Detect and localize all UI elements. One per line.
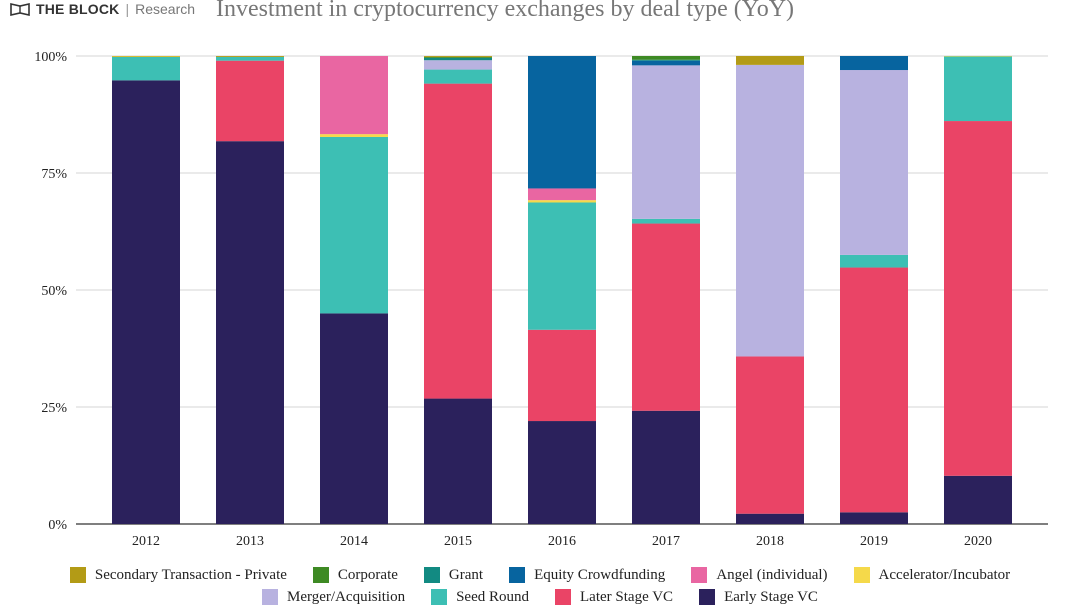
bar-segment-angel-individual — [528, 188, 596, 201]
bar-segment-corporate — [632, 56, 700, 60]
legend-item-secondary-transaction-private: Secondary Transaction - Private — [69, 566, 287, 584]
x-tick-label: 2017 — [652, 534, 680, 549]
legend-swatch — [509, 567, 526, 583]
bar-segment-corporate — [424, 56, 492, 58]
legend-swatch — [312, 567, 329, 583]
bar-segment-seed-round — [944, 56, 1012, 122]
bar-segment-equity-crowdfunding — [840, 56, 908, 71]
legend-swatch — [431, 589, 448, 605]
bar-segment-accelerator-incubator — [112, 56, 180, 57]
bar-segment-later-stage-vc — [736, 356, 804, 514]
bar-segment-seed-round — [320, 136, 388, 314]
legend-item-later-stage-vc: Later Stage VC — [555, 589, 673, 606]
legend-item-seed-round: Seed Round — [431, 589, 529, 606]
brand-header: THE BLOCK | Research — [10, 0, 195, 18]
bar-segment-merger-acquisition — [632, 65, 700, 219]
bar-segment-later-stage-vc — [528, 329, 596, 422]
legend-label: Grant — [448, 566, 484, 583]
bar-segment-early-stage-vc — [320, 313, 388, 524]
x-tick-label: 2020 — [964, 534, 992, 549]
bar-segment-grant — [632, 59, 700, 61]
bar-segment-seed-round — [112, 56, 180, 81]
bar-segment-merger-acquisition — [840, 70, 908, 255]
bar-segment-seed-round — [840, 254, 908, 268]
legend-item-early-stage-vc: Early Stage VC — [699, 589, 818, 606]
y-tick-label: 50% — [41, 284, 67, 299]
legend-item-merger-acquisition: Merger/Acquisition — [262, 589, 405, 606]
x-tick-label: 2014 — [340, 534, 368, 549]
y-tick-label: 100% — [34, 50, 67, 65]
bar-segment-early-stage-vc — [840, 512, 908, 524]
legend-label: Angel (individual) — [716, 566, 828, 583]
legend-item-corporate: Corporate — [312, 566, 398, 584]
x-tick-label: 2015 — [444, 534, 472, 549]
bar-segment-seed-round — [216, 56, 284, 61]
bar-segment-accelerator-incubator — [528, 200, 596, 203]
x-tick-label: 2012 — [132, 534, 160, 549]
legend-item-grant: Grant — [423, 566, 484, 584]
y-tick-label: 0% — [48, 518, 67, 533]
legend-label: Merger/Acquisition — [287, 588, 406, 605]
x-tick-label: 2013 — [236, 534, 264, 549]
bar-segment-early-stage-vc — [216, 141, 284, 524]
x-tick-label: 2018 — [756, 534, 784, 549]
bar-segment-later-stage-vc — [840, 267, 908, 513]
legend-label: Seed Round — [456, 588, 530, 605]
bar-segment-seed-round — [632, 218, 700, 224]
legend-item-accelerator-incubator: Accelerator/Incubator — [853, 566, 1011, 584]
bar-segment-early-stage-vc — [424, 398, 492, 524]
bar-segment-equity-crowdfunding — [528, 56, 596, 189]
legend-label: Early Stage VC — [724, 588, 818, 605]
stacked-bar-chart: 0% 25% 50% 75% 100% 2012 2013 2014 2015 2016 2017 2… — [34, 50, 1048, 549]
y-tick-label: 75% — [41, 167, 67, 182]
bar-segment-seed-round — [528, 202, 596, 330]
bar-segment-accelerator-incubator — [944, 56, 1012, 57]
bar-segment-secondary-transaction-private — [424, 56, 492, 57]
brand-name: THE BLOCK — [36, 1, 120, 17]
legend-swatch — [262, 589, 279, 605]
x-tick-label: 2016 — [548, 534, 576, 549]
brand-sub: Research — [135, 1, 196, 17]
legend-row-2: Merger/Acquisition Seed Round Later Stage … — [0, 586, 1080, 608]
legend-swatch — [555, 589, 572, 605]
bar-segment-early-stage-vc — [944, 475, 1012, 524]
bar-segment-later-stage-vc — [424, 83, 492, 399]
y-tick-label: 25% — [41, 401, 67, 416]
brand-separator: | — [125, 1, 130, 17]
legend-label: Secondary Transaction - Private — [94, 566, 287, 583]
legend-row-1: Secondary Transaction - Private Corporate… — [0, 564, 1080, 586]
legend-swatch — [853, 567, 870, 583]
legend-label: Accelerator/Incubator — [878, 566, 1011, 583]
bar-segment-equity-crowdfunding — [632, 60, 700, 66]
book-logo-icon — [10, 3, 30, 16]
bar-segment-early-stage-vc — [112, 80, 180, 524]
legend-label: Corporate — [337, 566, 398, 583]
x-tick-label: 2019 — [860, 534, 888, 549]
legend-swatch — [69, 567, 86, 583]
legend-swatch — [699, 589, 716, 605]
bar-segment-secondary-transaction-private — [736, 56, 804, 65]
bar-segment-later-stage-vc — [632, 223, 700, 411]
legend-item-equity-crowdfunding: Equity Crowdfunding — [509, 567, 665, 584]
bar-segment-later-stage-vc — [216, 60, 284, 142]
bar-segment-seed-round — [424, 69, 492, 84]
bar-segment-early-stage-vc — [528, 421, 596, 524]
bar-segment-grant — [424, 57, 492, 61]
bar-segment-early-stage-vc — [736, 513, 804, 524]
legend-label: Equity Crowdfunding — [534, 566, 666, 583]
legend-label: Later Stage VC — [580, 588, 674, 605]
bar-segment-secondary-transaction-private — [216, 56, 284, 57]
chart-title: Investment in cryptocurrency exchanges b… — [216, 0, 795, 22]
bar-segment-later-stage-vc — [944, 121, 1012, 476]
bar-segment-merger-acquisition — [424, 60, 492, 70]
bar-segment-merger-acquisition — [736, 64, 804, 357]
bar-segment-angel-individual — [320, 56, 388, 135]
bar-segment-secondary-transaction-private — [112, 56, 180, 57]
bar-segment-early-stage-vc — [632, 410, 700, 524]
chart-legend: Secondary Transaction - Private Corporate… — [0, 564, 1080, 608]
legend-swatch — [691, 567, 708, 583]
legend-swatch — [423, 567, 440, 583]
bar-segment-accelerator-incubator — [320, 134, 388, 137]
legend-item-angel-individual: Angel (individual) — [691, 566, 828, 584]
